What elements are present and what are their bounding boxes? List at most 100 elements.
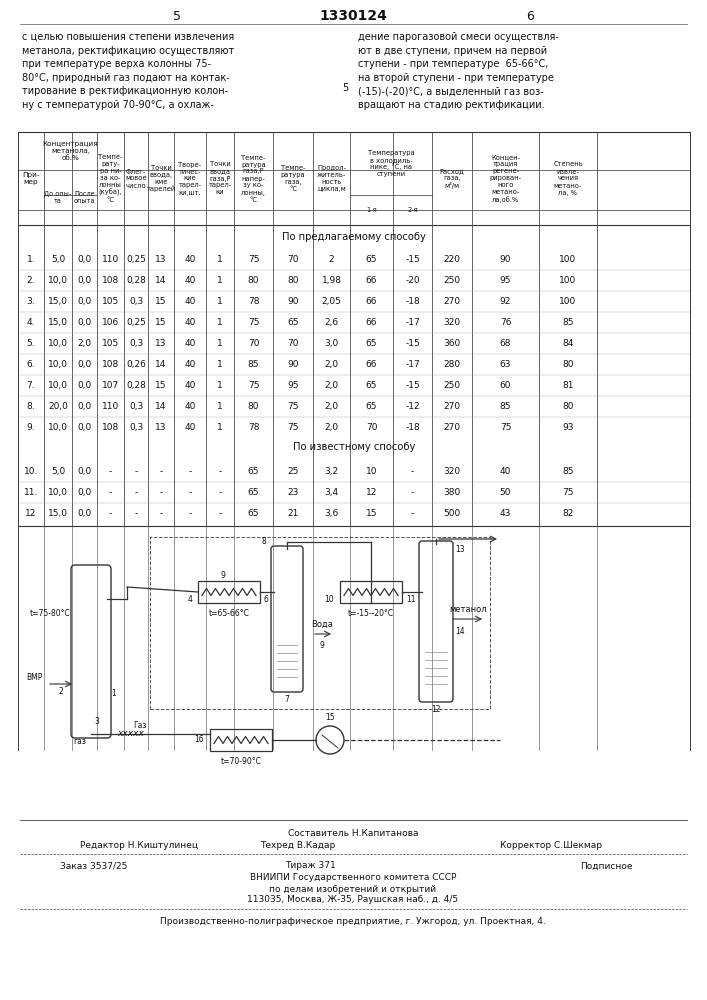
Text: 1: 1 [111,690,116,698]
Text: -: - [134,509,138,518]
Text: 0,26: 0,26 [126,360,146,369]
Text: 20,0: 20,0 [48,402,68,411]
Text: 68: 68 [500,339,511,348]
Text: 500: 500 [443,509,461,518]
Text: -15: -15 [405,255,420,264]
Text: 4: 4 [187,594,192,603]
Text: 15: 15 [156,318,167,327]
Bar [210,729,272,751]
Text: 70: 70 [247,339,259,348]
Text: -: - [159,509,163,518]
Text: 2: 2 [59,686,64,696]
Text: 0,3: 0,3 [129,339,143,348]
Text: 270: 270 [443,423,460,432]
Text: 60: 60 [500,381,511,390]
Text: 106: 106 [102,318,119,327]
Text: 63: 63 [500,360,511,369]
Text: 6.: 6. [27,360,35,369]
Text: 320: 320 [443,318,460,327]
FancyBboxPatch shape [419,541,453,702]
Text: Корректор С.Шекмар: Корректор С.Шекмар [500,842,602,850]
Text: 81: 81 [562,381,574,390]
Text: 105: 105 [102,339,119,348]
Text: Температура
в холодиль-
нике, °С, на
ступени: Температура в холодиль- нике, °С, на сту… [368,150,414,177]
Text: 50: 50 [500,488,511,497]
Text: 13: 13 [156,339,167,348]
Text: 2,6: 2,6 [325,318,339,327]
Text: 0,0: 0,0 [77,488,92,497]
Text: 2,0: 2,0 [78,339,92,348]
Text: 113035, Москва, Ж-35, Раушская наб., д. 4/5: 113035, Москва, Ж-35, Раушская наб., д. … [247,896,459,904]
Text: 10,0: 10,0 [48,381,68,390]
Text: 75: 75 [562,488,574,497]
Text: 80: 80 [287,276,299,285]
Text: 5.: 5. [27,339,35,348]
Text: ВНИИПИ Государственного комитета СССР: ВНИИПИ Государственного комитета СССР [250,874,456,882]
Text: Концентрация
метанола,
об.%: Концентрация метанола, об.% [42,141,98,161]
Text: Степень
извле-
чения
метано-
ла, %: Степень извле- чения метано- ла, % [553,161,583,196]
Text: 40: 40 [185,381,196,390]
Text: 5,0: 5,0 [51,467,65,476]
Text: метанол: метанол [449,604,487,613]
Text: -: - [411,488,414,497]
Text: 85: 85 [562,467,574,476]
Text: 0,3: 0,3 [129,402,143,411]
Text: 2,0: 2,0 [325,423,339,432]
Text: 65: 65 [366,381,378,390]
Text: Производственно-полиграфическое предприятие, г. Ужгород, ул. Проектная, 4.: Производственно-полиграфическое предприя… [160,916,546,926]
Text: -18: -18 [405,297,420,306]
Text: -: - [109,509,112,518]
Text: 23: 23 [287,488,298,497]
Text: 12: 12 [25,509,37,518]
Text: Подписное: Подписное [580,861,633,870]
Text: 1: 1 [217,255,223,264]
Text: 0,0: 0,0 [77,509,92,518]
Text: Заказ 3537/25: Заказ 3537/25 [60,861,127,870]
Text: 85: 85 [247,360,259,369]
Text: 0,0: 0,0 [77,381,92,390]
Text: t=70-90°C: t=70-90°C [221,756,262,766]
Text: 10: 10 [325,594,334,603]
Bar [340,581,402,603]
Text: -: - [218,467,221,476]
Text: 4.: 4. [27,318,35,327]
Text: 78: 78 [247,297,259,306]
Text: 2,0: 2,0 [325,381,339,390]
Text: 1: 1 [217,423,223,432]
Text: -: - [134,488,138,497]
Text: 80: 80 [247,276,259,285]
Text: 11.: 11. [24,488,38,497]
Text: 65: 65 [247,488,259,497]
Text: Концен-
трация
регене-
рирован-
ного
метано-
ла,об.%: Концен- трация регене- рирован- ного мет… [489,154,522,203]
FancyBboxPatch shape [71,565,111,738]
Text: дение парогазовой смеси осуществля-
ют в две ступени, причем на первой
ступени -: дение парогазовой смеси осуществля- ют в… [358,32,559,110]
Text: -: - [411,467,414,476]
Text: -: - [134,467,138,476]
Text: 40: 40 [500,467,511,476]
Text: Флег-
мовое
число: Флег- мовое число [125,168,147,188]
Text: По известному способу: По известному способу [293,442,415,452]
Text: 270: 270 [443,402,460,411]
Text: по делам изобретений и открытий: по делам изобретений и открытий [269,884,436,894]
Text: 43: 43 [500,509,511,518]
Text: -17: -17 [405,360,420,369]
Text: 2-я: 2-я [407,207,418,213]
Text: Темпе-
ратура
газа,Р
напер-
зу ко-
лонны,
°С: Темпе- ратура газа,Р напер- зу ко- лонны… [241,154,266,202]
Text: 0,0: 0,0 [77,255,92,264]
Text: 100: 100 [559,276,577,285]
Text: До опы-
та: До опы- та [45,191,71,204]
Text: t=75-80°C: t=75-80°C [29,609,70,618]
Text: 0,0: 0,0 [77,297,92,306]
Text: По предлагаемому способу: По предлагаемому способу [282,232,426,242]
Text: 70: 70 [287,255,299,264]
Text: 75: 75 [247,318,259,327]
Text: 0,28: 0,28 [126,276,146,285]
Text: 85: 85 [500,402,511,411]
Text: Техред В.Кадар: Техред В.Кадар [260,842,335,850]
Text: 2,0: 2,0 [325,360,339,369]
Text: 1: 1 [217,276,223,285]
Text: -: - [159,467,163,476]
Text: -12: -12 [405,402,420,411]
Text: 0,0: 0,0 [77,318,92,327]
Text: 65: 65 [366,339,378,348]
